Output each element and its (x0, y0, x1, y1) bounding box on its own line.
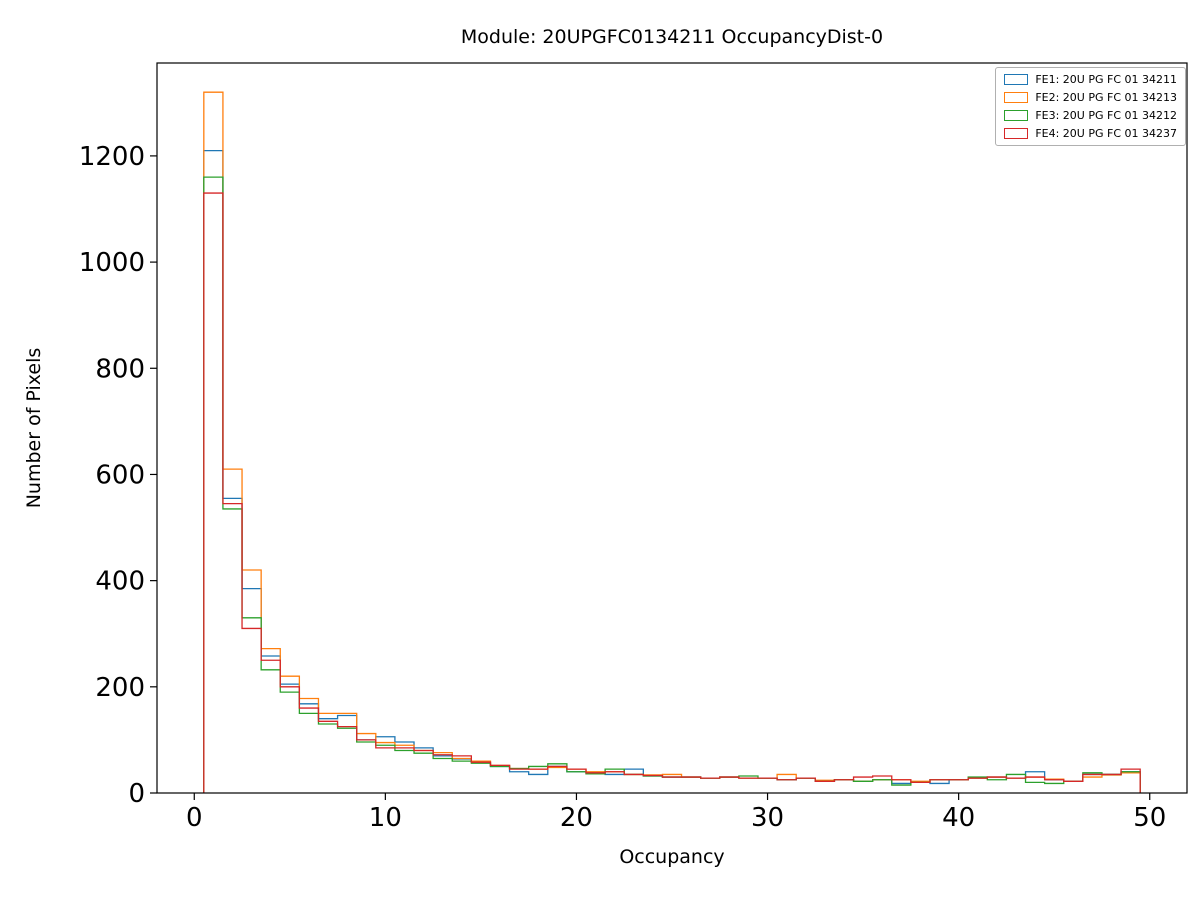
legend-label-fe3: FE3: 20U PG FC 01 34212 (1035, 109, 1177, 122)
x-axis-label: Occupancy (619, 846, 725, 868)
legend-label-fe1: FE1: 20U PG FC 01 34211 (1035, 73, 1177, 86)
legend-item-fe4: FE4: 20U PG FC 01 34237 (1004, 127, 1177, 140)
legend-swatch-fe4 (1004, 128, 1029, 139)
plot-border (156, 62, 1188, 794)
legend-swatch-fe2 (1004, 92, 1029, 103)
x-tick-label: 50 (1133, 803, 1166, 833)
y-axis-label: Number of Pixels (23, 347, 45, 509)
axes-background (157, 63, 1187, 793)
y-tick-label: 1000 (79, 248, 145, 278)
legend: FE1: 20U PG FC 01 34211 FE2: 20U PG FC 01… (995, 67, 1186, 146)
legend-swatch-fe1 (1004, 74, 1029, 85)
legend-label-fe4: FE4: 20U PG FC 01 34237 (1035, 127, 1177, 140)
legend-item-fe1: FE1: 20U PG FC 01 34211 (1004, 73, 1177, 86)
x-tick-label: 40 (942, 803, 975, 833)
x-tick-label: 20 (560, 803, 593, 833)
x-tick-label: 0 (186, 803, 203, 833)
y-tick-label: 400 (95, 567, 145, 597)
y-tick-label: 0 (128, 779, 145, 809)
x-tick-label: 10 (369, 803, 402, 833)
chart-title: Module: 20UPGFC0134211 OccupancyDist-0 (460, 26, 884, 48)
x-tick-label: 30 (751, 803, 784, 833)
legend-item-fe3: FE3: 20U PG FC 01 34212 (1004, 109, 1177, 122)
series-path-fe4 (203, 192, 1141, 793)
legend-item-fe2: FE2: 20U PG FC 01 34213 (1004, 91, 1177, 104)
y-tick-label: 600 (95, 460, 145, 490)
legend-label-fe2: FE2: 20U PG FC 01 34213 (1035, 91, 1177, 104)
y-tick-label: 800 (95, 354, 145, 384)
y-tick-label: 1200 (79, 142, 145, 172)
legend-swatch-fe3 (1004, 110, 1029, 121)
y-tick-label: 200 (95, 673, 145, 703)
